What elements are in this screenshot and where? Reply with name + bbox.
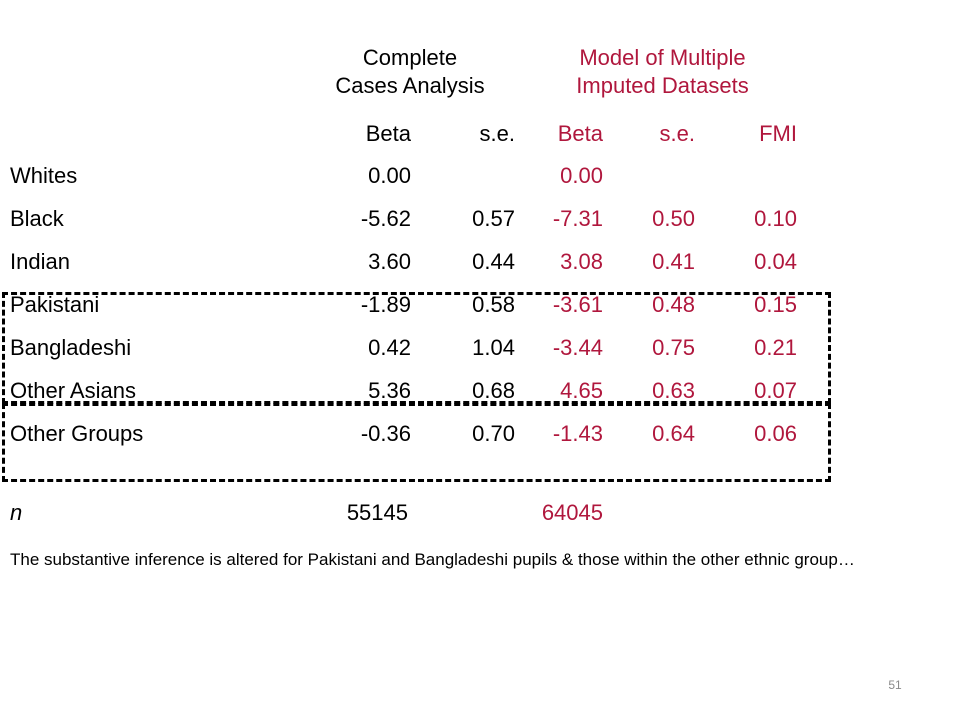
cell-mi-beta: 4.65: [560, 378, 603, 403]
col-header-cc-beta: Beta: [365, 121, 411, 146]
n-imputed: 64045: [541, 500, 603, 525]
row-label: Pakistani: [10, 292, 100, 317]
cell-fmi: 0.04: [754, 249, 797, 274]
inference-note: The substantive inference is altered for…: [10, 550, 855, 569]
cell-mi-se: 0.64: [652, 421, 695, 446]
cell-mi-beta: -3.61: [552, 292, 603, 317]
cell-cc-beta: 5.36: [368, 378, 411, 403]
cell-fmi: 0.15: [754, 292, 797, 317]
cell-cc-beta: 0.42: [368, 335, 411, 360]
table-row: Black -5.62 0.57 -7.31 0.50 0.10: [0, 206, 960, 234]
table-row: Other Asians 5.36 0.68 4.65 0.63 0.07: [0, 378, 960, 406]
cell-cc-se: 1.04: [472, 335, 515, 360]
complete-cases-header-line1: Complete: [362, 45, 458, 70]
complete-cases-header: Complete Cases Analysis: [300, 44, 520, 100]
cell-cc-beta: -0.36: [360, 421, 411, 446]
table-row: Whites 0.00 0.00: [0, 163, 960, 191]
highlight-box-pakistani-bangladeshi: [2, 292, 831, 404]
row-label: Bangladeshi: [10, 335, 132, 360]
cell-cc-se: 0.57: [472, 206, 515, 231]
cell-mi-beta: -7.31: [552, 206, 603, 231]
n-complete-cases: 55145: [346, 500, 408, 525]
page-number: 51: [888, 678, 902, 692]
cell-mi-beta: -1.43: [552, 421, 603, 446]
cell-cc-beta: -5.62: [360, 206, 411, 231]
cell-cc-beta: 3.60: [368, 249, 411, 274]
table-row: Other Groups -0.36 0.70 -1.43 0.64 0.06: [0, 421, 960, 449]
table-row: Bangladeshi 0.42 1.04 -3.44 0.75 0.21: [0, 335, 960, 363]
imputed-model-header-line2: Imputed Datasets: [576, 73, 749, 98]
highlight-box-other-groups: [2, 403, 831, 482]
row-label: Whites: [10, 163, 78, 188]
cell-mi-se: 0.75: [652, 335, 695, 360]
cell-cc-se: 0.44: [472, 249, 515, 274]
cell-fmi: 0.21: [754, 335, 797, 360]
row-label: Indian: [10, 249, 70, 274]
row-label: Black: [10, 206, 64, 231]
col-header-mi-beta: Beta: [557, 121, 603, 146]
n-label: n: [10, 500, 23, 525]
cell-cc-se: 0.70: [472, 421, 515, 446]
col-header-cc-se: s.e.: [479, 121, 515, 146]
imputed-model-header-line1: Model of Multiple: [579, 45, 746, 70]
table-row: Pakistani -1.89 0.58 -3.61 0.48 0.15: [0, 292, 960, 320]
cell-mi-beta: -3.44: [552, 335, 603, 360]
imputed-model-header: Model of Multiple Imputed Datasets: [540, 44, 785, 100]
cell-mi-se: 0.41: [652, 249, 695, 274]
cell-mi-se: 0.63: [652, 378, 695, 403]
cell-cc-se: 0.68: [472, 378, 515, 403]
cell-cc-se: 0.58: [472, 292, 515, 317]
row-label: Other Asians: [10, 378, 136, 403]
cell-mi-se: 0.50: [652, 206, 695, 231]
complete-cases-header-line2: Cases Analysis: [335, 73, 485, 98]
cell-fmi: 0.07: [754, 378, 797, 403]
table-row: Indian 3.60 0.44 3.08 0.41 0.04: [0, 249, 960, 277]
cell-cc-beta: 0.00: [368, 163, 411, 188]
n-row: n 55145 64045: [0, 500, 960, 528]
row-label: Other Groups: [10, 421, 144, 446]
cell-mi-se: 0.48: [652, 292, 695, 317]
cell-fmi: 0.10: [754, 206, 797, 231]
cell-cc-beta: -1.89: [360, 292, 411, 317]
col-header-mi-se: s.e.: [659, 121, 695, 146]
cell-mi-beta: 0.00: [560, 163, 603, 188]
col-header-fmi: FMI: [759, 121, 797, 146]
cell-fmi: 0.06: [754, 421, 797, 446]
cell-mi-beta: 3.08: [560, 249, 603, 274]
